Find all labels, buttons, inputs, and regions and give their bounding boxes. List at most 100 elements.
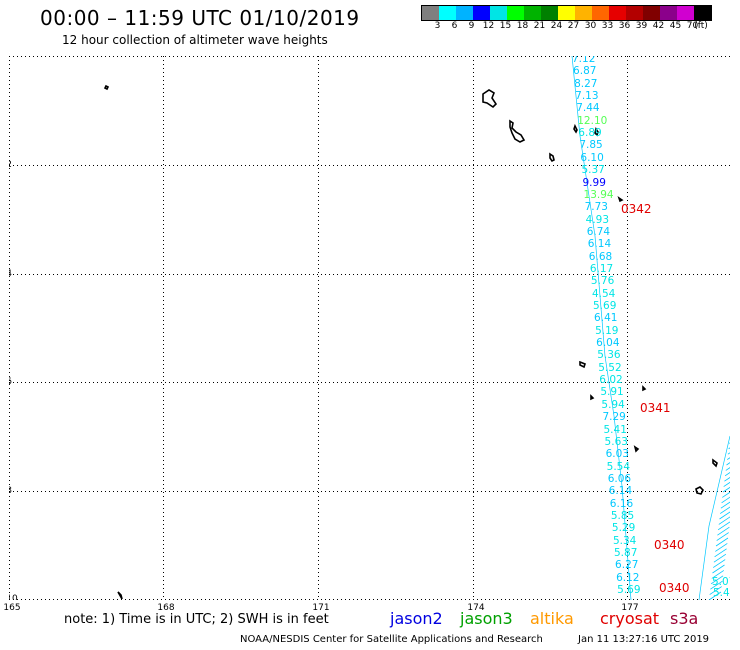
color-legend-label: 42 [652, 21, 665, 31]
wave-height-value: 5.91 [600, 386, 624, 399]
color-legend-label: 18 [516, 21, 529, 31]
track-sample-mark [726, 462, 730, 466]
latitude-tick-label: -4 [9, 269, 12, 279]
color-swatch [456, 6, 473, 20]
wave-height-value: 7.44 [576, 102, 600, 115]
track-sample-mark [712, 564, 725, 574]
wave-height-value: 5.29 [611, 522, 636, 535]
track-sample-mark [716, 532, 729, 541]
track-sample-mark [722, 486, 730, 493]
color-swatch [507, 6, 524, 20]
island-shape [590, 394, 595, 401]
map-subtitle: 12 hour collection of altimeter wave hei… [62, 33, 328, 47]
pass-label: 0341 [640, 401, 671, 415]
color-legend-label: 30 [584, 21, 597, 31]
wave-height-value: 6.03 [605, 448, 629, 461]
island-shape [594, 127, 599, 137]
wave-height-value: 5.76 [590, 275, 615, 288]
island-shape [549, 152, 555, 163]
color-legend-label: 24 [550, 21, 563, 31]
color-legend [421, 5, 712, 21]
track-sample-mark [710, 575, 724, 585]
color-swatch [677, 6, 694, 20]
color-legend-label: 21 [533, 21, 546, 31]
island-shape [579, 360, 586, 369]
wave-height-value: 4.93 [585, 213, 610, 226]
track-sample-mark [722, 491, 730, 498]
wave-height-value: 5.07 [712, 576, 730, 588]
wave-height-value: 5.49 [713, 587, 730, 599]
map-title: 00:00 – 11:59 UTC 01/10/2019 [40, 6, 360, 30]
track-sample-mark [708, 591, 722, 600]
ground-track-line [571, 56, 632, 600]
island-shape [482, 89, 498, 109]
track-sample-mark [712, 559, 726, 568]
longitude-tick-label: 165 [3, 603, 21, 613]
track-sample-mark [717, 521, 730, 531]
wave-height-value: 5.94 [601, 398, 625, 411]
satellite-ground-track [571, 56, 730, 600]
generated-timestamp: Jan 11 13:27:16 UTC 2019 [578, 634, 710, 645]
island-shape [103, 84, 110, 91]
footer-note: note: 1) Time is in UTC; 2) SWH is in fe… [64, 612, 329, 627]
island-shape [617, 196, 624, 203]
wave-height-value: 12.10 [577, 114, 608, 127]
wave-height-value: 6.17 [589, 262, 614, 275]
satellite-legend-item: cryosat [600, 609, 660, 628]
track-sample-mark [711, 570, 725, 579]
track-sample-mark [713, 553, 727, 563]
track-sample-mark [725, 467, 730, 471]
latitude-tick-label: -8 [9, 486, 12, 496]
color-legend-label: 33 [601, 21, 614, 31]
grid-lines [9, 56, 730, 600]
wave-height-value: 7.29 [602, 411, 626, 424]
track-sample-mark [719, 506, 730, 514]
color-swatch [524, 6, 541, 20]
wave-height-value: 5.36 [597, 349, 621, 362]
wave-height-value: 5.41 [603, 423, 627, 436]
color-legend-label: 36 [618, 21, 631, 31]
latitude-tick-label: -2 [9, 160, 12, 170]
island-outlines [103, 84, 718, 600]
longitude-tick-label: 168 [157, 603, 175, 613]
track-sample-mark [726, 457, 730, 460]
island-shape [712, 458, 718, 468]
color-swatch [490, 6, 507, 20]
pass-label: 0340 [654, 538, 685, 552]
color-swatch [643, 6, 660, 20]
credit-line: NOAA/NESDIS Center for Satellite Applica… [240, 634, 543, 645]
color-swatch [473, 6, 490, 20]
color-swatch [439, 6, 456, 20]
color-swatch [609, 6, 626, 20]
wave-height-value: 6.10 [580, 151, 604, 164]
wave-height-value: 5.54 [606, 460, 631, 473]
wave-height-value: 7.13 [575, 90, 599, 103]
map-plot-area: 0-2-4-6-8-10 7.126.878.277.137.4412.106.… [9, 56, 730, 600]
wave-height-value: 5.34 [612, 534, 637, 547]
wave-height-value: 6.14 [608, 485, 633, 498]
color-legend-label: 15 [499, 21, 512, 31]
color-swatch [660, 6, 677, 20]
color-legend-label: 3 [434, 21, 441, 31]
wave-height-value: 6.74 [586, 225, 611, 238]
wave-height-value: 7.73 [584, 201, 608, 214]
island-shape [509, 119, 526, 143]
track-sample-mark [719, 511, 730, 520]
wave-height-value: 5.69 [617, 584, 641, 597]
track-sample-mark [720, 501, 730, 509]
wave-height-value: 6.14 [587, 238, 612, 251]
wave-height-value: 5.19 [595, 324, 619, 337]
satellite-legend-item: jason3 [460, 609, 513, 628]
color-legend-label: (ft) [694, 21, 708, 31]
color-legend-label: 6 [451, 21, 458, 31]
island-shape [633, 445, 640, 453]
wave-height-value: 5.63 [604, 435, 628, 448]
wave-height-value: 6.27 [615, 559, 639, 572]
wave-height-value: 9.99 [582, 176, 606, 189]
track-sample-mark [714, 548, 727, 558]
island-shape [117, 591, 123, 600]
wave-height-value: 5.52 [598, 361, 622, 374]
color-swatch [626, 6, 643, 20]
wave-height-value: 6.41 [594, 312, 618, 325]
wave-height-value: 5.87 [614, 547, 638, 559]
